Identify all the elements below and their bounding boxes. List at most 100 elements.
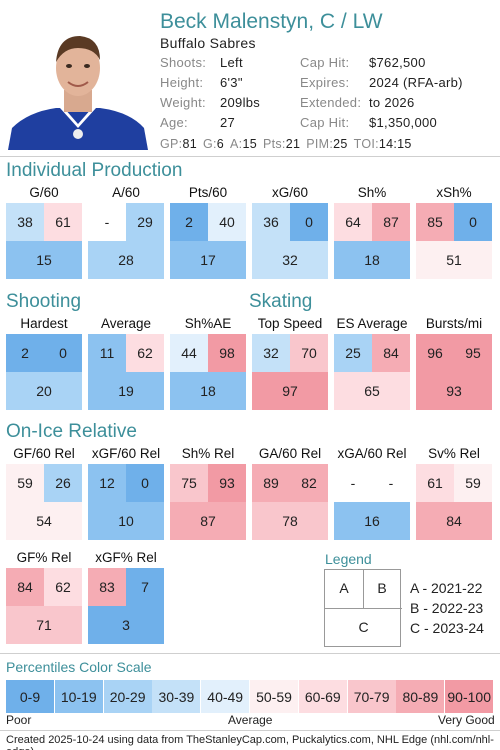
metric-cell-a-topspeed: 32 bbox=[252, 334, 290, 372]
metric-cell-a-hardest: 2 bbox=[6, 334, 44, 372]
metric-label-gf60rel: GF/60 Rel bbox=[13, 446, 75, 461]
metric-cell-a-esavg: 25 bbox=[334, 334, 372, 372]
legend-a-text: A - 2021-22 bbox=[410, 580, 483, 596]
stat-label: A: bbox=[230, 137, 243, 151]
team-name: Buffalo Sabres bbox=[160, 35, 256, 51]
metric-cell-b-xga60rel: - bbox=[372, 464, 410, 502]
scale-bin: 20-29 bbox=[103, 680, 152, 713]
stat-label: PIM: bbox=[306, 137, 334, 151]
metric-cell-c-shpctae: 18 bbox=[170, 372, 246, 410]
metric-cell-c-average: 19 bbox=[88, 372, 164, 410]
metric-cell-b-xgfpctrel: 7 bbox=[126, 568, 164, 606]
season-stats-line: GP:81 G:6 A:15 Pts:21 PIM:25 TOI:14:15 bbox=[160, 137, 418, 151]
metric-cell-b-svrel: 59 bbox=[454, 464, 492, 502]
section-title-skating: Skating bbox=[249, 291, 313, 312]
legend-b-text: B - 2022-23 bbox=[410, 600, 484, 616]
metric-cell-b-topspeed: 70 bbox=[290, 334, 328, 372]
metric-cell-a-average: 11 bbox=[88, 334, 126, 372]
metric-label-xgf60rel: xGF/60 Rel bbox=[91, 446, 161, 461]
metric-label-svrel: Sv% Rel bbox=[428, 446, 480, 461]
metric-label-gfpctrel: GF% Rel bbox=[16, 550, 72, 565]
metric-cell-c-xga60rel: 16 bbox=[334, 502, 410, 540]
metric-cell-a-svrel: 61 bbox=[416, 464, 454, 502]
metric-cell-b-pts60: 40 bbox=[208, 203, 246, 241]
metric-label-xgfpctrel: xGF% Rel bbox=[95, 550, 157, 565]
metric-cell-b-g60: 61 bbox=[44, 203, 82, 241]
metric-label-g60: G/60 bbox=[29, 185, 59, 200]
info-label: Weight: bbox=[160, 95, 206, 110]
info-label: Expires: bbox=[300, 75, 350, 90]
scale-bin: 80-89 bbox=[396, 680, 445, 713]
stat-label: TOI: bbox=[353, 137, 379, 151]
metric-cell-b-a60: 29 bbox=[126, 203, 164, 241]
metric-cell-c-svrel: 84 bbox=[416, 502, 492, 540]
metric-cell-b-bursts: 95 bbox=[454, 334, 492, 372]
metric-cell-a-xg60: 36 bbox=[252, 203, 290, 241]
scale-bin: 70-79 bbox=[347, 680, 396, 713]
metric-cell-b-gfpctrel: 62 bbox=[44, 568, 82, 606]
info-label: Shoots: bbox=[160, 55, 207, 70]
metric-label-average: Average bbox=[100, 316, 152, 331]
info-value: to 2026 bbox=[369, 95, 415, 110]
player-photo bbox=[8, 28, 148, 150]
stat-value: 81 bbox=[182, 137, 197, 151]
info-label: Age: bbox=[160, 115, 188, 130]
stat-value: 25 bbox=[333, 137, 348, 151]
metric-cell-a-xgfpctrel: 83 bbox=[88, 568, 126, 606]
legend-b: B bbox=[377, 580, 387, 596]
info-value: $762,500 bbox=[369, 55, 426, 70]
metric-cell-c-gf60rel: 54 bbox=[6, 502, 82, 540]
metric-cell-a-shpct: 64 bbox=[334, 203, 372, 241]
metric-cell-a-bursts: 96 bbox=[416, 334, 454, 372]
info-label: Cap Hit: bbox=[300, 55, 350, 70]
scale-very-good: Very Good bbox=[438, 713, 495, 727]
metric-cell-c-a60: 28 bbox=[88, 241, 164, 279]
metric-label-xg60: xG/60 bbox=[271, 185, 309, 200]
metric-cell-c-topspeed: 97 bbox=[252, 372, 328, 410]
metric-cell-a-g60: 38 bbox=[6, 203, 44, 241]
metric-label-topspeed: Top Speed bbox=[257, 316, 323, 331]
metric-cell-b-average: 62 bbox=[126, 334, 164, 372]
divider bbox=[0, 156, 500, 157]
legend-c: C bbox=[358, 619, 369, 635]
metric-cell-a-xgf60rel: 12 bbox=[88, 464, 126, 502]
metric-label-pts60: Pts/60 bbox=[188, 185, 228, 200]
info-label: Cap Hit: bbox=[300, 115, 350, 130]
metric-label-shpct: Sh% bbox=[357, 185, 387, 200]
legend-box: A B C bbox=[324, 569, 402, 647]
metric-cell-a-gfpctrel: 84 bbox=[6, 568, 44, 606]
info-value: $1,350,000 bbox=[369, 115, 438, 130]
info-value: 2024 (RFA-arb) bbox=[369, 75, 463, 90]
metric-cell-b-gf60rel: 26 bbox=[44, 464, 82, 502]
metric-cell-c-shpct: 18 bbox=[334, 241, 410, 279]
metric-cell-c-esavg: 65 bbox=[334, 372, 410, 410]
metric-label-bursts: Bursts/mi bbox=[425, 316, 483, 331]
section-title-shooting: Shooting bbox=[6, 291, 82, 312]
metric-cell-b-ga60rel: 82 bbox=[290, 464, 328, 502]
stat-value: 15 bbox=[242, 137, 257, 151]
metric-cell-b-shpct: 87 bbox=[372, 203, 410, 241]
metric-cell-a-a60: - bbox=[88, 203, 126, 241]
metric-label-xshpct: xSh% bbox=[436, 185, 472, 200]
scale-bin: 90-100 bbox=[445, 680, 494, 713]
metric-label-a60: A/60 bbox=[112, 185, 140, 200]
metric-label-hardest: Hardest bbox=[20, 316, 68, 331]
info-value: 209lbs bbox=[220, 95, 261, 110]
scale-bin: 40-49 bbox=[201, 680, 250, 713]
metric-cell-c-ga60rel: 78 bbox=[252, 502, 328, 540]
scale-bin: 0-9 bbox=[6, 680, 54, 713]
player-name: Beck Malenstyn, C / LW bbox=[160, 10, 383, 33]
metric-label-xga60rel: xGA/60 Rel bbox=[337, 446, 407, 461]
metric-cell-a-xshpct: 85 bbox=[416, 203, 454, 241]
metric-cell-b-xshpct: 0 bbox=[454, 203, 492, 241]
info-label: Extended: bbox=[300, 95, 362, 110]
metric-cell-b-hardest: 0 bbox=[44, 334, 82, 372]
metric-cell-a-gf60rel: 59 bbox=[6, 464, 44, 502]
scale-average: Average bbox=[228, 713, 273, 727]
scale-title: Percentiles Color Scale bbox=[6, 659, 152, 675]
info-value: 6'3" bbox=[220, 75, 243, 90]
section-title-individual: Individual Production bbox=[6, 160, 183, 181]
metric-cell-c-bursts: 93 bbox=[416, 372, 492, 410]
metric-cell-a-shpctae: 44 bbox=[170, 334, 208, 372]
legend-title: Legend bbox=[325, 551, 372, 567]
